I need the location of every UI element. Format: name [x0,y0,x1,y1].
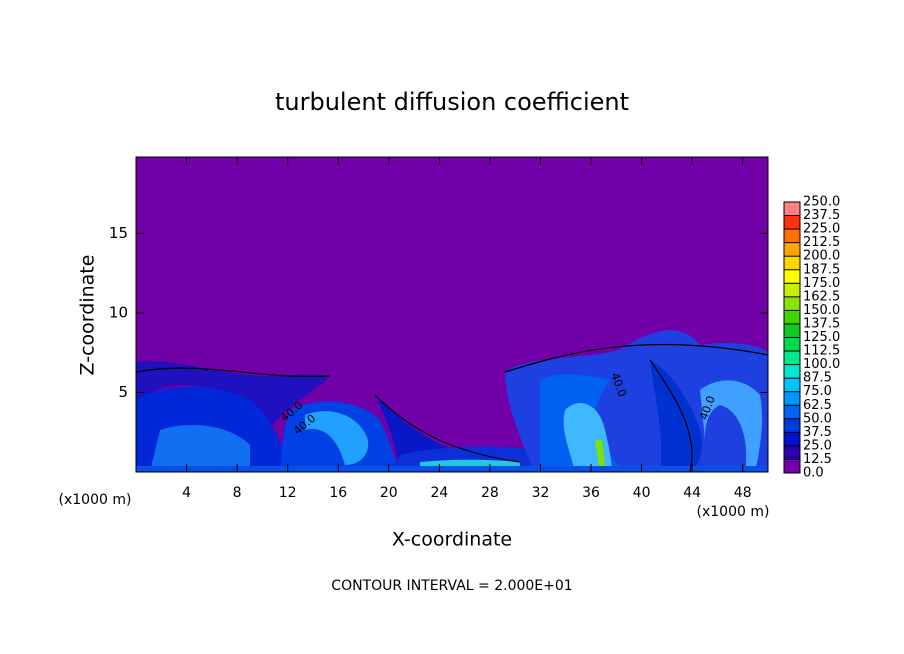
colorbar-swatch [784,242,800,257]
colorbar-label: 162.5 [803,289,840,304]
colorbar-swatch [784,405,800,419]
x-tick-label: 8 [233,485,242,501]
colorbar-swatch [784,202,800,216]
colorbar-label: 0.0 [803,466,824,481]
colorbar-label: 200.0 [803,249,840,264]
x-axis-label: X-coordinate [392,529,512,551]
footer: CONTOUR INTERVAL = 2.000E+01 [331,578,572,594]
colorbar-label: 125.0 [803,330,840,345]
x-tick-label: 36 [582,485,600,501]
x-tick-label: 12 [279,485,297,501]
colorbar-swatch [784,296,800,311]
x-tick-label: 40 [633,485,651,501]
y-tick-label: 10 [109,303,128,321]
colorbar-label: 150.0 [803,303,840,318]
chart-title: turbulent diffusion coefficient [275,88,629,116]
colorbar-swatch [784,459,800,473]
colorbar-swatch [784,445,800,460]
y-axis-label: Z-coordinate [77,255,99,376]
colorbar-label: 187.5 [803,262,840,277]
colorbar-label: 37.5 [803,425,832,440]
x-tick-label: 24 [430,485,448,501]
colorbar-label: 137.5 [803,316,840,331]
x-tick-label: 32 [532,485,550,501]
colorbar-label: 87.5 [803,371,832,386]
colorbar-swatch [784,283,800,297]
colorbar-swatch [784,364,800,379]
colorbar-swatch [784,391,800,406]
colorbar-swatch [784,418,800,433]
plot-frame [135,156,769,473]
colorbar-label: 237.5 [803,208,840,223]
x-unit-label: (x1000 m) [697,504,770,520]
x-tick-label: 16 [329,485,347,501]
x-tick-label: 48 [734,485,752,501]
x-tick-label: 44 [683,485,701,501]
colorbar-swatch [784,351,800,365]
y-tick-label: 15 [109,224,128,242]
y-tick-label: 5 [118,383,128,401]
colorbar-label: 225.0 [803,222,840,237]
colorbar-swatch [784,229,800,243]
colorbar-label: 100.0 [803,357,840,372]
colorbar-label: 112.5 [803,344,840,359]
colorbar-swatch [784,432,800,446]
colorbar-swatch [784,337,800,352]
contour-field [136,157,768,472]
colorbar-label: 212.5 [803,235,840,250]
colorbar-label: 75.0 [803,384,832,399]
colorbar-swatch [784,323,800,338]
colorbar-label: 62.5 [803,398,832,413]
colorbar-swatch [784,256,800,270]
colorbar-label: 50.0 [803,411,832,426]
colorbar-swatch [784,378,800,392]
colorbar-label: 12.5 [803,452,832,467]
x-tick-label: 4 [182,485,191,501]
colorbar-swatch [784,215,800,230]
colorbar-label: 25.0 [803,438,832,453]
colorbar-swatch [784,269,800,284]
x-tick-label: 20 [380,485,398,501]
colorbar-swatch [784,310,800,324]
colorbar-label: 250.0 [803,195,840,210]
x-tick-label: 28 [481,485,499,501]
colorbar-label: 175.0 [803,276,840,291]
y-unit-label: (x1000 m) [59,492,132,508]
